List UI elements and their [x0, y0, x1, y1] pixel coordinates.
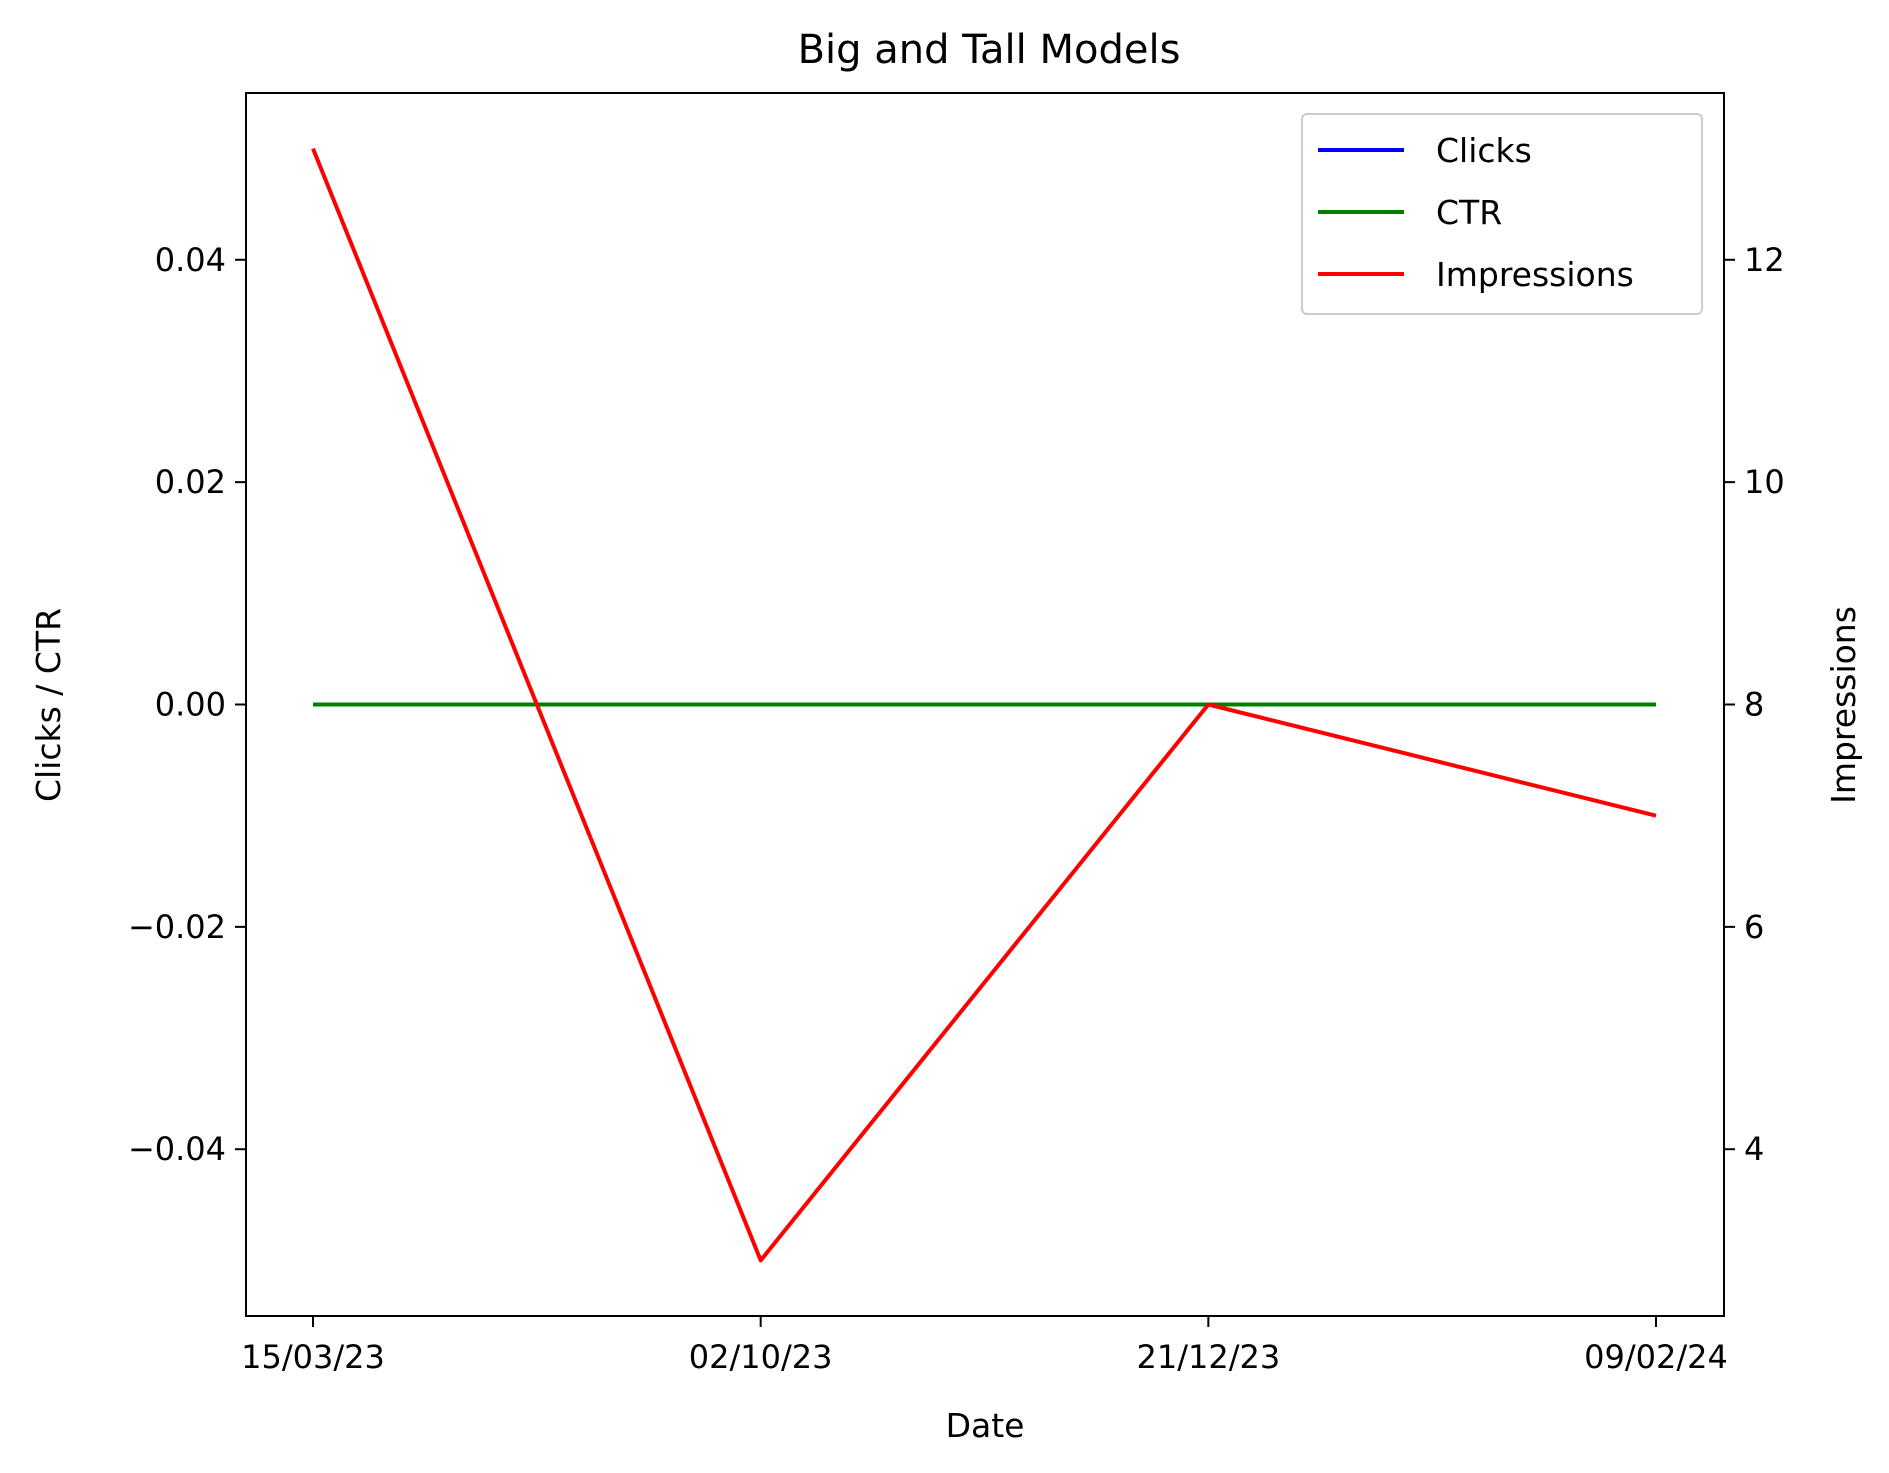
- x-tick-label: 02/10/23: [689, 1338, 833, 1376]
- x-axis-label: Date: [946, 1406, 1025, 1445]
- right-y-axis-label: Impressions: [1824, 606, 1863, 804]
- x-tick-label: 09/02/24: [1584, 1338, 1728, 1376]
- chart-title: Big and Tall Models: [798, 27, 1181, 73]
- legend-frame: [1301, 113, 1703, 315]
- x-tick-label: 21/12/23: [1136, 1338, 1280, 1376]
- left-y-axis: −0.04 −0.02 0.00 0.02 0.04: [128, 241, 246, 1168]
- left-y-tick-label: 0.00: [155, 686, 226, 724]
- left-y-tick-label: 0.04: [155, 241, 226, 279]
- left-y-tick-label: −0.04: [128, 1130, 226, 1168]
- right-y-tick-label: 10: [1744, 463, 1785, 501]
- right-y-tick-label: 8: [1744, 686, 1764, 724]
- right-y-axis: 4 6 8 10 12: [1724, 241, 1785, 1168]
- legend-label-impressions: Impressions: [1436, 255, 1634, 294]
- x-tick-label: 15/03/23: [241, 1338, 385, 1376]
- right-y-tick-label: 12: [1744, 241, 1785, 279]
- legend-label-ctr: CTR: [1436, 193, 1502, 232]
- legend: Clicks CTR Impressions: [1301, 113, 1703, 315]
- x-axis: 15/03/23 02/10/23 21/12/23 09/02/24: [241, 1316, 1728, 1376]
- right-y-tick-label: 6: [1744, 908, 1764, 946]
- legend-label-clicks: Clicks: [1436, 131, 1532, 170]
- legend-entries: Clicks CTR Impressions: [1318, 131, 1634, 294]
- right-y-tick-label: 4: [1744, 1130, 1764, 1168]
- series-layer: [311, 147, 1657, 1263]
- series-line-impressions: [311, 147, 1657, 1263]
- left-y-axis-label: Clicks / CTR: [29, 608, 68, 802]
- left-y-tick-label: 0.02: [155, 463, 226, 501]
- left-y-tick-label: −0.02: [128, 908, 226, 946]
